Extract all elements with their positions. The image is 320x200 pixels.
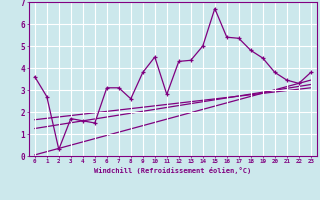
X-axis label: Windchill (Refroidissement éolien,°C): Windchill (Refroidissement éolien,°C) — [94, 167, 252, 174]
